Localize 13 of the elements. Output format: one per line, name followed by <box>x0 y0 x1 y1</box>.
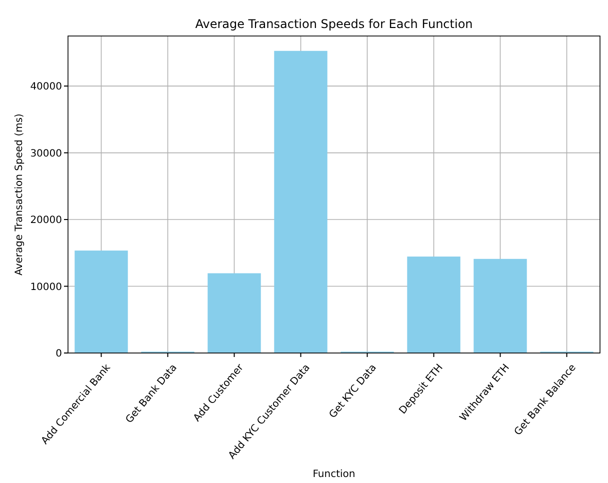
y-tick-label: 40000 <box>30 82 62 93</box>
bar <box>474 258 527 353</box>
bar <box>74 250 128 353</box>
y-tick-label: 10000 <box>30 282 62 293</box>
y-tick-label: 20000 <box>30 215 62 226</box>
chart-title: Average Transaction Speeds for Each Function <box>195 17 473 31</box>
y-tick-label: 30000 <box>30 148 62 160</box>
x-axis-title: Function <box>312 469 356 480</box>
bar <box>274 50 328 353</box>
bar <box>208 273 261 353</box>
y-axis-title: Average Transaction Speed (ms) <box>14 113 25 276</box>
y-tick-label: 0 <box>56 348 62 360</box>
bar <box>407 256 460 353</box>
